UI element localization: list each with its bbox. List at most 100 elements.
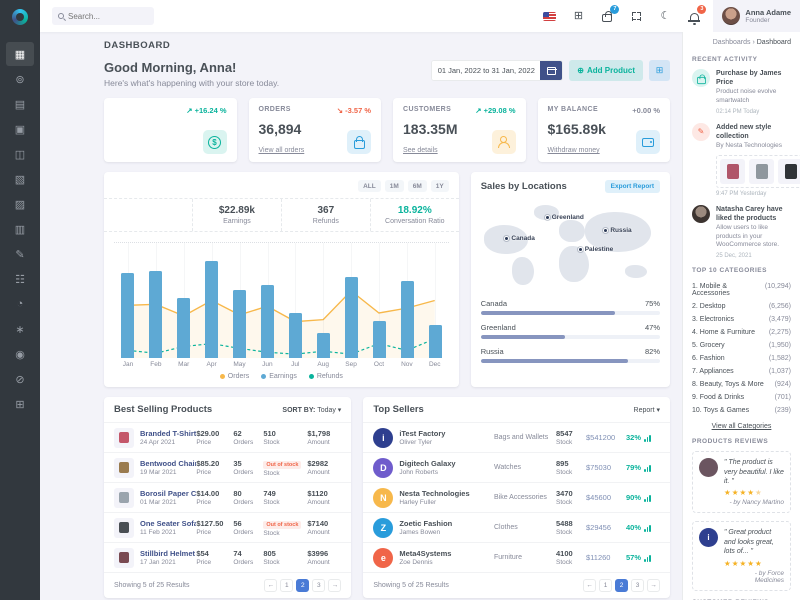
- range-button-1y[interactable]: 1Y: [430, 180, 449, 192]
- chart-bar-jun[interactable]: [261, 284, 275, 358]
- seller-company[interactable]: Meta4Systems: [399, 549, 452, 558]
- world-map[interactable]: Greenland Canada Russia Palestine: [479, 199, 662, 293]
- apps-icon[interactable]: ⊚: [15, 73, 25, 86]
- chart-bar-jul[interactable]: [288, 312, 302, 358]
- dark-mode-icon[interactable]: ☾: [660, 9, 671, 22]
- category-row[interactable]: 4. Home & Furniture (2,275): [692, 326, 791, 339]
- maps-icon[interactable]: ◉: [15, 348, 25, 361]
- seller-company[interactable]: iTest Factory: [399, 429, 446, 438]
- search-box[interactable]: [52, 7, 154, 25]
- category-row[interactable]: 8. Beauty, Toys & More (924): [692, 378, 791, 391]
- map-marker-canada[interactable]: Canada: [504, 235, 535, 242]
- layouts-icon[interactable]: ▤: [14, 98, 26, 111]
- activity-item[interactable]: Purchase by James Price Product noise ev…: [692, 69, 791, 115]
- date-range-input[interactable]: [432, 61, 541, 80]
- range-button-6m[interactable]: 6M: [407, 180, 427, 192]
- app-logo[interactable]: [0, 0, 40, 34]
- seller-company[interactable]: Zoetic Fashion: [399, 519, 453, 528]
- best-selling-row[interactable]: Bentwood Chair 19 Mar 2021 $85.20 Price 35…: [104, 452, 352, 482]
- activity-thumbnail[interactable]: [749, 158, 774, 184]
- pagination-next[interactable]: →: [647, 579, 660, 592]
- calendar-button[interactable]: [540, 61, 563, 80]
- best-selling-row[interactable]: Borosil Paper Cup01 Mar 2021 $14.00Price…: [104, 482, 352, 512]
- pagination-page-1[interactable]: 1: [599, 579, 612, 592]
- language-flag-icon[interactable]: [542, 9, 556, 23]
- range-button-all[interactable]: ALL: [358, 180, 381, 192]
- top-seller-row[interactable]: e Meta4Systems Zoe Dennis Furniture 4100 S…: [363, 542, 670, 572]
- top-seller-row[interactable]: N Nesta Technologies Harley Fuller Bike A…: [363, 482, 670, 512]
- pages-icon[interactable]: ▣: [14, 123, 26, 136]
- category-row[interactable]: 9. Food & Drinks (701): [692, 391, 791, 404]
- chart-bar-aug[interactable]: [316, 332, 330, 358]
- product-name[interactable]: Bentwood Chair: [140, 459, 197, 468]
- category-row[interactable]: 6. Fashion (1,582): [692, 352, 791, 365]
- legend-earnings[interactable]: Earnings: [261, 373, 297, 380]
- user-menu[interactable]: Anna Adame Founder: [713, 0, 800, 32]
- pagination-page-3[interactable]: 3: [312, 579, 326, 592]
- best-selling-row[interactable]: One Seater Sofa 11 Feb 2021 $127.50 Price …: [104, 512, 352, 542]
- top-seller-row[interactable]: Z Zoetic Fashion James Bowen Clothes 5488…: [363, 512, 670, 542]
- export-report-button[interactable]: Export Report: [604, 180, 660, 193]
- apps-grid-icon[interactable]: ⊞: [573, 9, 584, 22]
- cart-icon[interactable]: 7: [600, 5, 620, 23]
- seller-company[interactable]: Nesta Technologies: [399, 489, 470, 498]
- pagination-page-1[interactable]: 1: [280, 579, 294, 592]
- legend-orders[interactable]: Orders: [219, 373, 249, 380]
- product-name[interactable]: Stillbird Helmet: [140, 549, 196, 558]
- category-row[interactable]: 3. Electronics (3,479): [692, 313, 791, 326]
- chart-bar-sep[interactable]: [344, 276, 358, 358]
- chart-bar-jan[interactable]: [121, 272, 135, 358]
- pagination-prev[interactable]: ←: [583, 579, 596, 592]
- product-name[interactable]: One Seater Sofa: [140, 519, 197, 528]
- map-marker-palestine[interactable]: Palestine: [577, 246, 613, 253]
- pagination-page-3[interactable]: 3: [631, 579, 644, 592]
- auth-icon[interactable]: ⊘: [15, 373, 25, 386]
- forms-icon[interactable]: ✎: [15, 248, 25, 261]
- best-selling-row[interactable]: Branded T-Shirts 24 Apr 2021 $29.00 Price …: [104, 422, 352, 452]
- activity-thumbnail[interactable]: [778, 158, 800, 184]
- range-button-1m[interactable]: 1M: [384, 180, 404, 192]
- top-seller-row[interactable]: D Digitech Galaxy John Roberts Watches 89…: [363, 452, 670, 482]
- category-row[interactable]: 5. Grocery (1,950): [692, 339, 791, 352]
- view-all-categories-link[interactable]: View all Categories: [711, 423, 772, 431]
- pagination-page-2[interactable]: 2: [296, 579, 310, 592]
- product-name[interactable]: Borosil Paper Cup: [140, 489, 197, 498]
- product-name[interactable]: Branded T-Shirts: [140, 429, 197, 438]
- layout-settings-button[interactable]: ⊞: [649, 60, 670, 81]
- pagination-page-2[interactable]: 2: [615, 579, 628, 592]
- seller-company[interactable]: Digitech Galaxy: [399, 459, 456, 468]
- widgets-icon[interactable]: ▥: [14, 223, 26, 236]
- chart-bar-mar[interactable]: [177, 298, 191, 358]
- category-row[interactable]: 10. Toys & Games (239): [692, 404, 791, 417]
- map-marker-greenland[interactable]: Greenland: [544, 214, 584, 221]
- category-row[interactable]: 7. Appliances (1,037): [692, 365, 791, 378]
- advance-ui-icon[interactable]: ▨: [14, 198, 26, 211]
- best-selling-row[interactable]: Stillbird Helmet 17 Jan 2021 $54 Price 74 O…: [104, 542, 352, 572]
- chart-bar-apr[interactable]: [205, 261, 219, 358]
- icons-icon[interactable]: ∗: [15, 323, 25, 336]
- breadcrumb-parent[interactable]: Dashboards: [712, 39, 751, 46]
- chart-bar-feb[interactable]: [149, 271, 163, 358]
- map-marker-russia[interactable]: Russia: [603, 227, 632, 234]
- top-seller-row[interactable]: i iTest Factory Oliver Tyler Bags and Wal…: [363, 422, 670, 452]
- chart-bar-may[interactable]: [233, 290, 247, 358]
- landing-icon[interactable]: ◫: [14, 148, 26, 161]
- chart-bar-nov[interactable]: [400, 280, 414, 358]
- pagination-next[interactable]: →: [328, 579, 342, 592]
- charts-icon[interactable]: ◔: [16, 298, 24, 310]
- activity-thumbnail[interactable]: [720, 158, 745, 184]
- misc-icon[interactable]: ⊞: [15, 398, 25, 411]
- pagination-prev[interactable]: ←: [264, 579, 278, 592]
- base-ui-icon[interactable]: ▧: [14, 173, 26, 186]
- fullscreen-icon[interactable]: [629, 9, 643, 23]
- stat-card-link[interactable]: View all orders: [258, 147, 305, 154]
- notifications-bell-icon[interactable]: 3: [687, 5, 707, 25]
- chart-bar-dec[interactable]: [428, 325, 442, 358]
- chart-bar-oct[interactable]: [372, 321, 386, 358]
- stat-card-link[interactable]: Withdraw money: [547, 147, 600, 154]
- category-row[interactable]: 2. Desktop (6,256): [692, 300, 791, 313]
- sort-by-dropdown[interactable]: SORT BY: Today ▾: [282, 406, 342, 414]
- add-product-button[interactable]: ⊕ Add Product: [569, 60, 643, 81]
- stat-card-link[interactable]: See details: [403, 147, 438, 154]
- category-row[interactable]: 1. Mobile & Accessories (10,294): [692, 280, 791, 300]
